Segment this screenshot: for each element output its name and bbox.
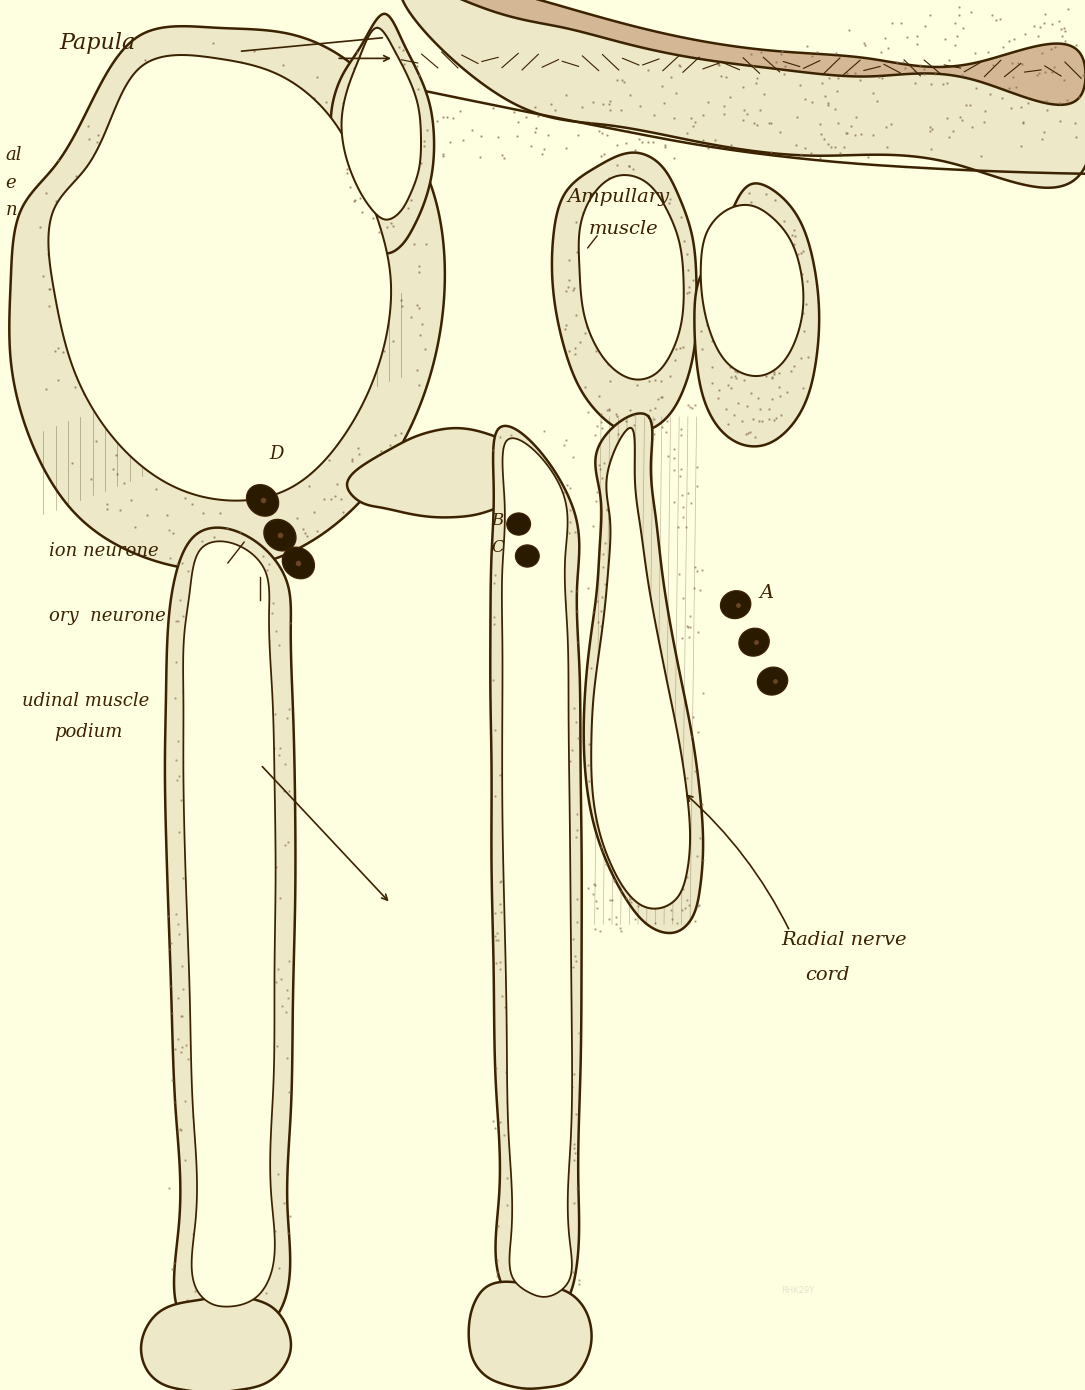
Polygon shape (183, 541, 276, 1307)
Ellipse shape (739, 628, 769, 656)
Polygon shape (694, 183, 819, 446)
Polygon shape (10, 26, 445, 570)
Polygon shape (584, 413, 703, 933)
Text: Ampullary: Ampullary (567, 188, 669, 206)
Text: Radial nerve: Radial nerve (781, 931, 907, 949)
Polygon shape (469, 1282, 591, 1389)
Polygon shape (578, 175, 684, 379)
Text: udinal muscle: udinal muscle (22, 692, 149, 710)
Polygon shape (552, 153, 697, 432)
Ellipse shape (246, 485, 279, 516)
Text: cord: cord (805, 966, 850, 984)
Polygon shape (400, 0, 1085, 188)
Text: B: B (492, 513, 503, 530)
Text: e: e (5, 174, 16, 192)
Ellipse shape (507, 513, 531, 535)
Polygon shape (502, 438, 572, 1297)
Text: al: al (5, 146, 22, 164)
Polygon shape (331, 14, 434, 253)
Polygon shape (701, 204, 803, 377)
Text: podium: podium (54, 723, 123, 741)
Polygon shape (412, 0, 1085, 104)
Text: C: C (492, 539, 505, 556)
Polygon shape (165, 528, 295, 1337)
Ellipse shape (282, 548, 315, 578)
Polygon shape (490, 425, 582, 1314)
Text: n: n (5, 202, 17, 220)
Ellipse shape (757, 667, 788, 695)
Polygon shape (591, 428, 690, 909)
Text: muscle: muscle (589, 220, 659, 238)
Ellipse shape (264, 520, 296, 550)
Text: ion neurone: ion neurone (49, 542, 158, 560)
Text: RHK29Y: RHK29Y (781, 1286, 815, 1294)
Polygon shape (342, 28, 421, 220)
Text: ory  neurone: ory neurone (49, 607, 166, 626)
Polygon shape (49, 56, 391, 500)
Ellipse shape (720, 591, 751, 619)
Polygon shape (141, 1295, 291, 1390)
Text: Papula: Papula (60, 32, 136, 54)
Ellipse shape (515, 545, 539, 567)
Text: D: D (269, 445, 283, 463)
Text: A: A (760, 584, 774, 602)
Polygon shape (347, 428, 522, 517)
